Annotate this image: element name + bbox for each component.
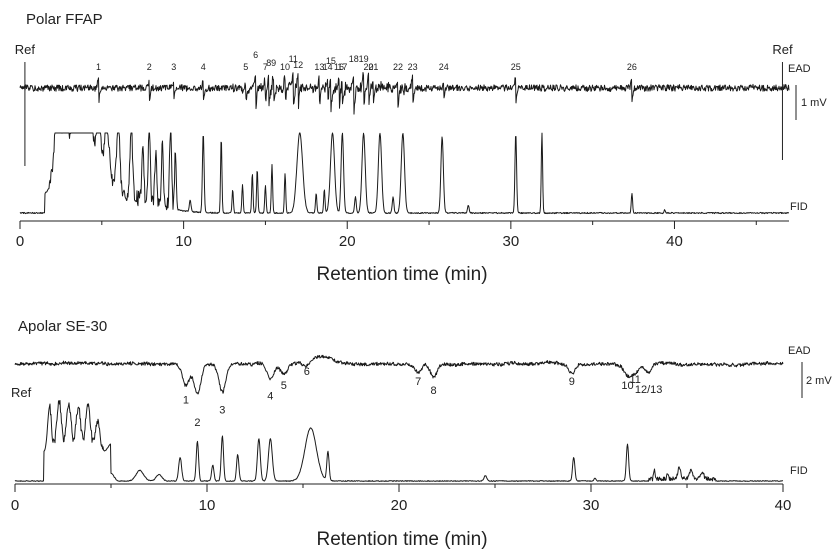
scale-bar-label: 1 mV bbox=[801, 97, 827, 109]
panel-title: Polar FFAP bbox=[26, 11, 103, 28]
ead-response-label: 13 bbox=[314, 62, 324, 72]
ead-response-label: 11 bbox=[289, 54, 298, 64]
ead-response-label: 10 bbox=[621, 380, 633, 392]
ref-markers: Ref Ref bbox=[15, 42, 793, 166]
ead-trace bbox=[19, 72, 790, 115]
ead-response-label: 7 bbox=[263, 62, 268, 72]
ead-response-label: 1 bbox=[96, 62, 101, 72]
x-axis-title: Retention time (min) bbox=[316, 264, 487, 285]
ead-response-label: 6 bbox=[253, 50, 258, 60]
ead-response-label: 12 bbox=[293, 60, 303, 70]
ead-response-label: 9 bbox=[271, 58, 276, 68]
ead-response-label: 7 bbox=[415, 376, 421, 388]
ead-response-label: 15 bbox=[326, 56, 336, 66]
ead-response-label: 3 bbox=[219, 405, 225, 417]
ead-trace-label: EAD bbox=[788, 63, 811, 75]
x-tick-label: 10 bbox=[199, 497, 216, 514]
ead-trace-label: EAD bbox=[788, 345, 811, 357]
ead-response-label: 20 bbox=[363, 62, 373, 72]
x-tick-label: 20 bbox=[391, 497, 408, 514]
ead-response-label: 3 bbox=[171, 62, 176, 72]
ead-response-label: 19 bbox=[359, 54, 369, 64]
x-tick-label: 40 bbox=[775, 497, 792, 514]
fid-trace-label: FID bbox=[790, 201, 808, 213]
ead-response-label: 9 bbox=[569, 376, 575, 388]
x-tick-label: 0 bbox=[16, 233, 24, 250]
x-axis-title: Retention time (min) bbox=[316, 529, 487, 550]
ead-response-label: 2 bbox=[147, 62, 152, 72]
ead-response-label: 16 bbox=[334, 62, 344, 72]
ead-response-label: 17 bbox=[337, 62, 347, 72]
ref-label: Ref bbox=[15, 42, 36, 57]
fid-trace bbox=[19, 132, 789, 215]
fid-trace-label: FID bbox=[790, 465, 808, 477]
ref-markers: Ref bbox=[11, 385, 32, 400]
ead-response-label: 26 bbox=[627, 62, 637, 72]
ead-response-label: 22 bbox=[393, 62, 403, 72]
ead-response-label: 5 bbox=[281, 380, 287, 392]
ead-response-label: 5 bbox=[243, 62, 248, 72]
x-axis-ticks: 0 10 20 30 40 bbox=[11, 484, 792, 514]
ead-response-label: 21 bbox=[368, 62, 378, 72]
ead-response-label: 23 bbox=[408, 62, 418, 72]
x-tick-label: 40 bbox=[666, 233, 683, 250]
ref-label: Ref bbox=[772, 42, 793, 57]
ead-response-label: 11 bbox=[629, 374, 640, 386]
ead-response-label: 6 bbox=[304, 366, 310, 378]
ead-response-label: 25 bbox=[511, 62, 521, 72]
ead-response-label: 8 bbox=[266, 58, 271, 68]
ead-response-label: 12/13 bbox=[635, 384, 663, 396]
x-tick-label: 30 bbox=[583, 497, 600, 514]
x-tick-label: 20 bbox=[339, 233, 356, 250]
ref-label: Ref bbox=[11, 385, 32, 400]
ead-response-label: 18 bbox=[349, 54, 359, 64]
x-tick-label: 0 bbox=[11, 497, 19, 514]
x-tick-label: 30 bbox=[503, 233, 520, 250]
ead-response-label: 2 bbox=[194, 417, 200, 429]
x-tick-label: 10 bbox=[175, 233, 192, 250]
scale-bar: 2 mV bbox=[801, 362, 832, 398]
ead-trace bbox=[14, 354, 784, 395]
ead-response-label: 14 bbox=[323, 62, 333, 72]
ead-response-label: 4 bbox=[201, 62, 206, 72]
scale-bar: 1 mV bbox=[795, 85, 827, 120]
ead-response-label: 1 bbox=[183, 395, 189, 407]
scale-bar-label: 2 mV bbox=[806, 375, 832, 387]
ead-response-label: 8 bbox=[430, 385, 436, 397]
fid-trace bbox=[14, 400, 784, 482]
x-axis-ticks: 0 10 20 30 40 bbox=[16, 221, 757, 250]
panel-title: Apolar SE-30 bbox=[18, 318, 107, 335]
ead-response-label: 10 bbox=[280, 62, 290, 72]
ead-response-label: 24 bbox=[439, 62, 449, 72]
ead-response-label: 4 bbox=[267, 390, 273, 402]
